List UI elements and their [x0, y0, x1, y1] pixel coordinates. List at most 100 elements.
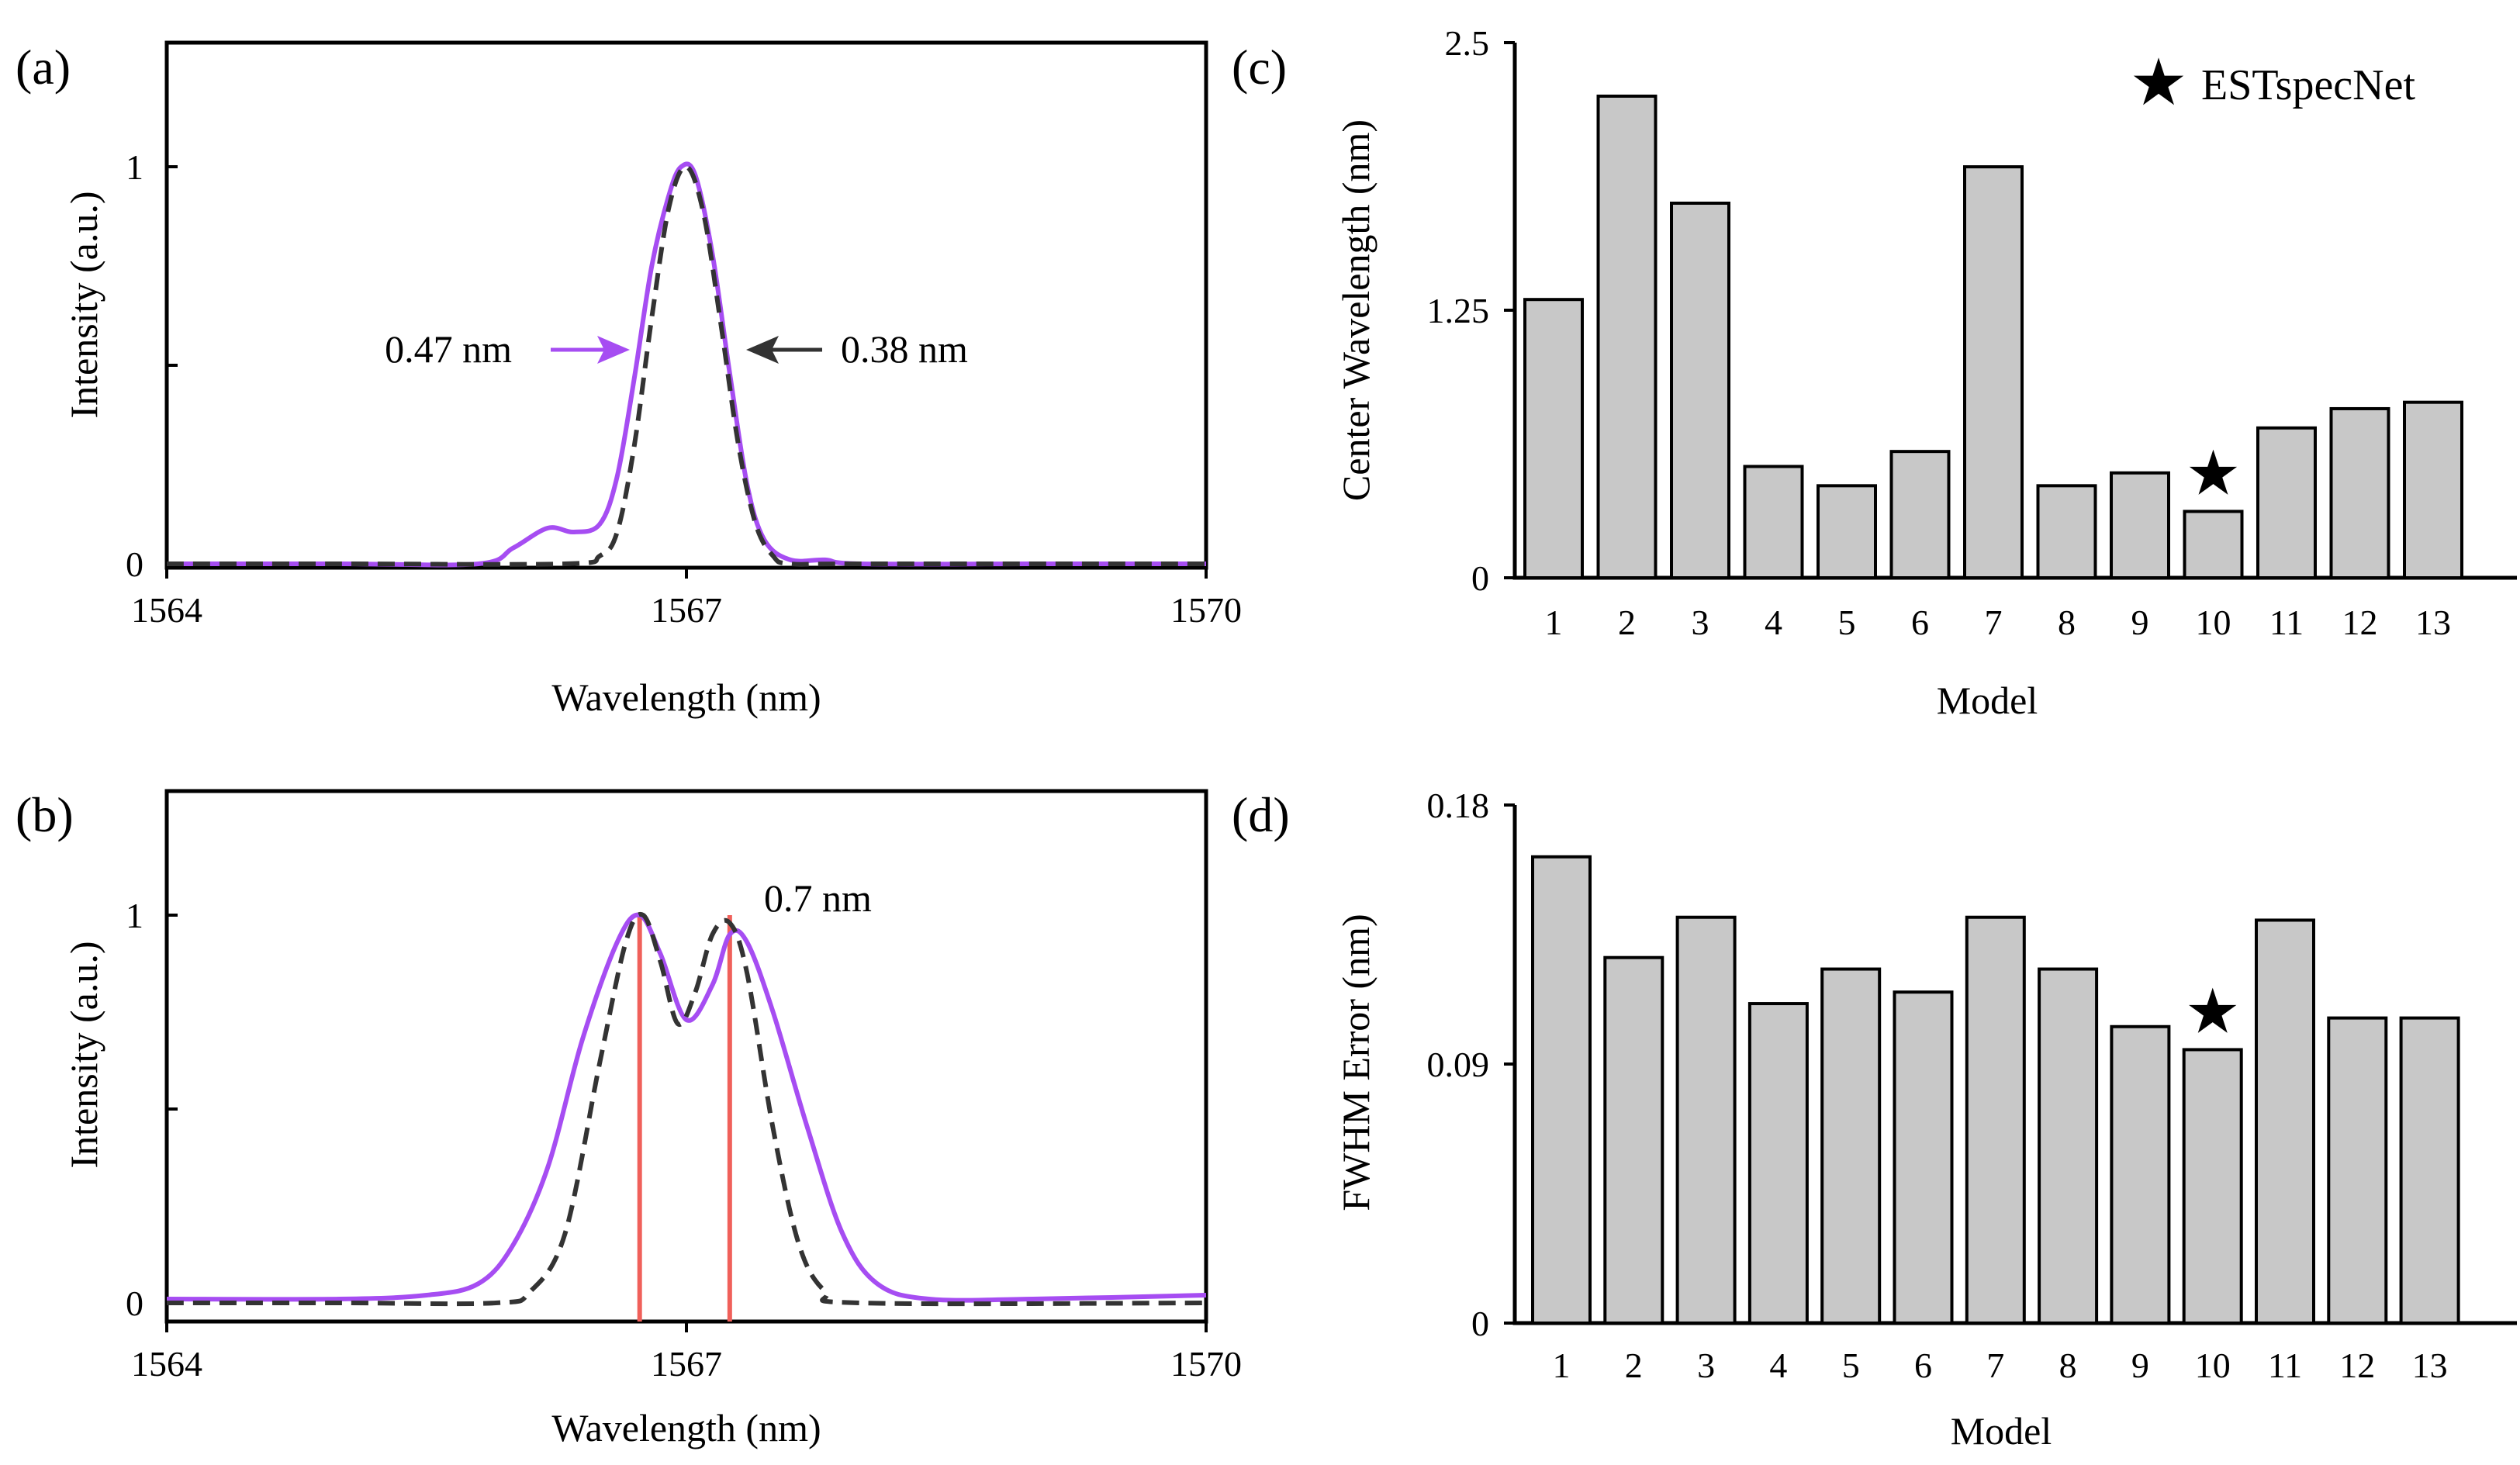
panel-d-bar-chart: (d) 00.090.18 ★ 1 2 3 4 5 6 7 8 9 10 11 12 13 Model …	[1232, 786, 2517, 1453]
bar	[2399, 1016, 2460, 1325]
x-tick-label: 5	[1842, 1346, 1860, 1385]
bar	[2403, 400, 2463, 579]
x-tick-label: 3	[1692, 603, 1709, 642]
y-tick-label: 0.09	[1427, 1045, 1490, 1084]
bar	[2329, 406, 2390, 580]
bar	[1743, 465, 1804, 579]
bar	[1531, 855, 1592, 1325]
x-tick-label: 6	[1911, 603, 1929, 642]
x-tick-label: 1	[1553, 1346, 1571, 1385]
panel-c-ylabel: Center Wavelength (nm)	[1334, 119, 1378, 501]
y-tick-label: 0	[126, 1284, 143, 1323]
x-tick-label: 3	[1697, 1346, 1715, 1385]
bar	[1963, 165, 2024, 579]
reconstructed-line	[166, 161, 1206, 568]
x-tick-label: 5	[1838, 603, 1856, 642]
panel-b-xlabel: Wavelength (nm)	[551, 1406, 821, 1449]
highlight-star-icon: ★	[2186, 440, 2242, 508]
bar	[1893, 990, 1954, 1325]
panel-a-line-chart: (a) 1564 1567 1570 0 1 Wavelength (nm) Inte…	[16, 40, 1242, 719]
x-tick-label: 1570	[1170, 590, 1242, 630]
x-tick-label: 1	[1545, 603, 1563, 642]
x-tick-label: 12	[2339, 1346, 2375, 1385]
x-tick-label: 2	[1618, 603, 1636, 642]
bar	[2255, 918, 2315, 1325]
ground-truth-line	[166, 912, 1207, 1307]
bar	[1747, 1002, 1809, 1325]
panel-b-label: (b)	[16, 787, 74, 842]
bar	[1596, 95, 1658, 579]
panel-a-label: (a)	[16, 40, 71, 95]
bar	[1889, 450, 1951, 579]
x-tick-label: 1567	[651, 1344, 722, 1384]
bar	[1523, 298, 1584, 579]
y-tick-label: 0	[1471, 558, 1489, 598]
panel-a-fwhm-truth-label: 0.38 nm	[841, 327, 968, 371]
x-tick-label: 7	[1986, 1346, 2004, 1385]
bar	[2183, 510, 2244, 579]
panel-a-ylabel: Intensity (a.u.)	[62, 192, 105, 419]
panel-c-bar-chart: (c) 01.252.5 ★ 1 2 3 4 5 6 7 8 9 10 11 12 13 Model C…	[1232, 23, 2517, 722]
x-tick-label: 1570	[1170, 1344, 1242, 1384]
x-tick-label: 6	[1914, 1346, 1932, 1385]
x-tick-label: 13	[2412, 1346, 2448, 1385]
x-tick-label: 13	[2415, 603, 2451, 642]
bar	[1675, 915, 1737, 1325]
x-tick-label: 4	[1765, 603, 1782, 642]
bar	[1817, 484, 1877, 580]
legend-label: ESTspecNet	[2201, 61, 2415, 109]
panel-d-label: (d)	[1232, 787, 1290, 842]
bar	[2110, 471, 2170, 580]
y-tick-label: 1.25	[1427, 291, 1490, 330]
y-tick-label: 2.5	[1445, 23, 1490, 63]
bar	[2182, 1048, 2243, 1325]
x-tick-label: 4	[1769, 1346, 1787, 1385]
y-tick-label: 0	[1471, 1304, 1489, 1343]
bar	[2036, 484, 2097, 580]
x-tick-label: 2	[1625, 1346, 1643, 1385]
x-tick-label: 10	[2195, 1346, 2231, 1385]
x-tick-label: 7	[1985, 603, 2003, 642]
panel-a-xlabel: Wavelength (nm)	[551, 675, 821, 719]
panel-d-ylabel: FWHM Error (nm)	[1334, 914, 1378, 1211]
x-tick-label: 9	[2131, 603, 2149, 642]
highlight-star-icon: ★	[2185, 978, 2241, 1046]
panel-c-xlabel: Model	[1937, 679, 2038, 722]
panel-d-xlabel: Model	[1951, 1409, 2052, 1453]
bar	[1603, 955, 1664, 1325]
bar	[1820, 967, 1882, 1325]
panel-a-frame	[164, 40, 1208, 570]
panel-b-frame	[164, 789, 1208, 1324]
x-tick-label: 11	[2269, 603, 2304, 642]
x-tick-label: 9	[2131, 1346, 2149, 1385]
panel-a-fwhm-reconstructed-label: 0.47 nm	[385, 327, 512, 371]
panel-a-left-arrowhead	[597, 336, 630, 364]
y-tick-label: 0	[126, 544, 143, 584]
bar	[2327, 1016, 2388, 1325]
x-tick-label: 8	[2058, 603, 2076, 642]
bar	[2038, 967, 2099, 1325]
panel-b-separation-label: 0.7 nm	[764, 876, 872, 920]
y-tick-label: 0.18	[1427, 786, 1490, 825]
panel-a-right-arrowhead	[746, 336, 779, 364]
x-tick-label: 12	[2342, 603, 2378, 642]
reconstructed-line	[166, 912, 1207, 1303]
panel-c-label: (c)	[1232, 40, 1287, 95]
x-tick-label: 1564	[131, 1344, 202, 1384]
bar	[1965, 915, 2026, 1325]
panel-b-ylabel: Intensity (a.u.)	[62, 942, 105, 1169]
bar	[1670, 202, 1730, 579]
panel-b-line-chart: (b) 1564 1567 1570 0 1 Wavelength (nm) Inte…	[16, 787, 1242, 1449]
x-tick-label: 11	[2268, 1346, 2302, 1385]
x-tick-label: 8	[2059, 1346, 2077, 1385]
bar	[2110, 1024, 2171, 1325]
x-tick-label: 10	[2196, 603, 2231, 642]
x-tick-label: 1567	[651, 590, 722, 630]
bar	[2256, 426, 2317, 579]
legend-star-icon: ★	[2129, 47, 2187, 119]
y-tick-label: 1	[126, 147, 143, 187]
x-tick-label: 1564	[131, 590, 202, 630]
y-tick-label: 1	[126, 896, 143, 935]
ground-truth-line	[166, 164, 1206, 567]
